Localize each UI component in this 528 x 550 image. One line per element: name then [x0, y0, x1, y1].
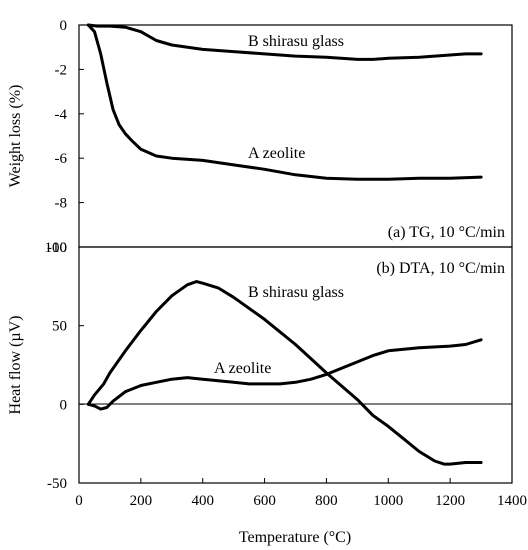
x-tick-label: 800: [315, 493, 338, 509]
tg-series-group: [86, 23, 483, 181]
x-tick-label: 600: [253, 493, 276, 509]
x-tick-label: 1000: [373, 493, 403, 509]
tg-plot-frame: [78, 24, 513, 248]
x-ticks: 0 200 400 600 800 1000 1200 1400: [75, 478, 527, 509]
tg-series-b-shirasu-glass-line: [86, 23, 483, 61]
tg-y-axis-label: Weight loss (%): [7, 85, 24, 188]
dta-y-tick-label: 0: [60, 397, 68, 413]
dta-y-ticks: 100 50 0 -50: [45, 240, 84, 492]
dta-plot-frame: [78, 246, 513, 484]
dta-a-series-label: A zeolite: [214, 360, 271, 377]
tg-a-series-label: A zeolite: [248, 145, 305, 162]
tg-y-tick-label: 0: [60, 18, 68, 34]
tg-y-tick-label: -8: [55, 196, 68, 212]
dta-series-b-shirasu-glass-line: [86, 280, 483, 466]
tg-series-a-zeolite-line: [86, 23, 483, 181]
tg-y-tick-label: -6: [55, 151, 68, 167]
x-tick-label: 200: [130, 493, 153, 509]
x-tick-label: 0: [75, 493, 83, 509]
dta-series-a-zeolite-line: [86, 338, 483, 411]
dta-series-group: [86, 280, 483, 466]
dta-b-series-label: B shirasu glass: [248, 284, 344, 301]
tg-y-tick-label: -2: [55, 62, 68, 78]
x-tick-label: 1400: [497, 493, 527, 509]
dta-y-tick-label: 100: [45, 240, 68, 256]
dta-panel-label: (b) DTA, 10 °C/min: [376, 260, 505, 277]
tg-y-tick-label: -4: [55, 107, 68, 123]
x-tick-label: 400: [191, 493, 214, 509]
x-axis-label: Temperature (°C): [239, 529, 351, 546]
tg-y-tick-label: -10: [47, 240, 67, 256]
x-tick-label: 1200: [435, 493, 465, 509]
dta-y-tick-label: 50: [52, 319, 67, 335]
tg-b-series-label: B shirasu glass: [248, 33, 344, 50]
dta-y-axis-label: Heat flow (µV): [7, 316, 24, 415]
tg-panel-label: (a) TG, 10 °C/min: [388, 224, 505, 241]
tg-y-ticks: 0 -2 -4 -6 -8 -10: [47, 18, 84, 256]
dta-y-tick-label: -50: [47, 476, 67, 492]
